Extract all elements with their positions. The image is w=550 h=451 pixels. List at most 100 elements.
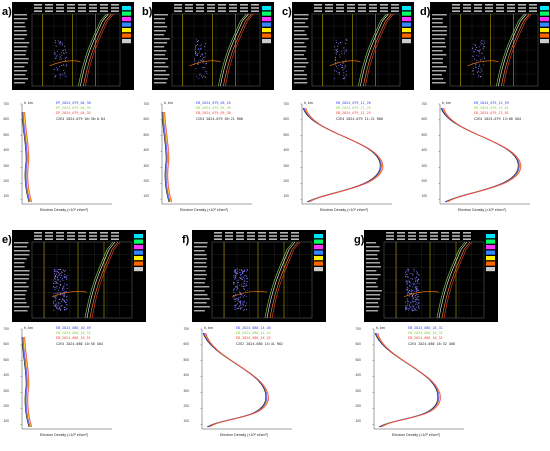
ionogram-echo-point <box>64 293 66 295</box>
ionogram-header-text <box>67 235 75 237</box>
ionogram-echo-point <box>245 270 247 272</box>
ionogram-header-text <box>240 7 248 9</box>
ionogram-echo-point <box>203 75 205 77</box>
ionogram-info-text <box>432 26 448 28</box>
ionogram-echo-point <box>417 272 418 274</box>
ionogram-echo-point <box>235 293 237 295</box>
ionogram-header-text <box>174 10 182 12</box>
ionogram-color-key <box>540 28 549 33</box>
ionogram-header-text <box>89 4 97 6</box>
profile-y-tick-label: 700 <box>283 102 289 106</box>
ionogram-color-key <box>122 28 131 33</box>
ionogram-info-text <box>366 250 380 252</box>
ionogram-echo-point <box>56 68 58 70</box>
ionogram-echo-point <box>233 269 235 271</box>
ionogram-color-key <box>486 267 495 272</box>
ionogram-echo-point <box>56 307 58 309</box>
legend-entry: EB_2024_080_14_40 <box>236 326 271 330</box>
ionogram-header-text <box>386 232 394 234</box>
ionogram-echo-point <box>60 309 62 311</box>
ionogram-echo-point <box>62 286 64 288</box>
ionogram-trace <box>86 241 116 319</box>
profile-y-tick-label: 300 <box>283 163 289 168</box>
legend-entry: EB_2024_080_16_32 <box>408 331 443 335</box>
ionogram-echo-point <box>418 274 420 276</box>
ionogram-echo-point <box>56 287 58 289</box>
ionogram-color-key <box>540 22 549 27</box>
ionogram-echo-point <box>408 269 410 271</box>
ionogram-echo-point <box>239 293 241 295</box>
ionogram-header-text <box>380 10 388 12</box>
ionogram-echo-point <box>345 60 347 62</box>
ionogram-echo-point <box>416 279 418 281</box>
ionogram-echo-point <box>415 288 417 290</box>
ionogram-color-key <box>122 22 131 27</box>
ionogram-echo-point <box>62 280 64 281</box>
ionogram-echo-point <box>410 273 412 275</box>
ionogram-echo-point <box>59 308 61 310</box>
ionogram-header-text <box>369 7 377 9</box>
ionogram-echo-point <box>241 278 242 280</box>
profile-plot <box>200 328 292 430</box>
ionogram-echo-point <box>243 302 245 304</box>
ionogram-echo-point <box>242 309 244 311</box>
profile-y-tick-label: 300 <box>143 163 149 168</box>
ionogram-header-text <box>78 235 86 237</box>
profile-y-axis-label: h, km <box>204 326 213 330</box>
ionogram-echo-point <box>246 277 248 279</box>
ionogram-color-key <box>262 22 271 27</box>
ionogram-echo-point <box>56 279 58 281</box>
ionogram-echo-point <box>203 60 205 61</box>
ionogram-header-text <box>507 10 515 12</box>
ionogram-echo-point <box>418 279 420 281</box>
ionogram-echo-point <box>481 58 483 60</box>
ionogram-echo-point <box>246 269 248 271</box>
ionogram-echo-point <box>415 295 416 297</box>
ionogram-trace <box>189 60 221 67</box>
ionogram-echo-point <box>199 45 201 47</box>
ionogram-info-text <box>194 274 207 276</box>
ionogram-echo-point <box>411 296 413 297</box>
ionogram-header-text <box>78 10 86 12</box>
ionogram-echo-point <box>64 57 66 59</box>
legend-entry: EP_2024_079_04_35 <box>56 106 91 110</box>
ionogram-trace <box>501 13 530 87</box>
profile-curve <box>162 111 171 203</box>
ionogram-header-text <box>358 7 366 9</box>
ionogram-echo-point <box>205 62 207 64</box>
ionogram-header-text <box>336 4 344 6</box>
ionogram-echo-point <box>417 294 419 296</box>
ionogram-echo-point <box>196 39 197 41</box>
ionogram-info-text <box>14 274 30 276</box>
ionogram-info-text <box>154 70 166 72</box>
ionogram-echo-point <box>483 61 485 63</box>
ionogram-echo-point <box>407 269 409 271</box>
ionogram-info-text <box>194 286 210 288</box>
ionogram-header-text <box>441 235 449 237</box>
ionogram-echo-point <box>236 303 238 305</box>
ionogram-info-text <box>294 54 305 56</box>
ionogram-echo-point <box>343 67 345 69</box>
ionogram-echo-point <box>407 268 409 270</box>
ionogram-echo-point <box>197 48 199 50</box>
profile-curve <box>441 107 520 203</box>
ionogram-echo-point <box>338 73 340 75</box>
ionogram-echo-point <box>55 304 57 306</box>
profile-curve <box>303 107 382 203</box>
ionogram-echo-point <box>65 75 67 77</box>
ionogram-echo-point <box>410 306 412 308</box>
profile-y-tick-label: 200 <box>355 404 361 408</box>
ionogram-echo-point <box>414 295 416 297</box>
ionogram-echo-point <box>54 75 56 77</box>
ionogram-header-text <box>34 235 42 237</box>
ionogram-echo-point <box>63 70 65 72</box>
ionogram-echo-point <box>66 304 68 306</box>
profile-y-tick-label: 400 <box>3 373 9 378</box>
ionogram-echo-point <box>235 308 237 310</box>
ionogram-header-text <box>336 7 344 9</box>
ionogram-color-key <box>262 28 271 33</box>
ionogram-echo-point <box>479 49 481 51</box>
ionogram-echo-point <box>64 309 66 311</box>
ionogram-echo-point <box>415 281 417 283</box>
ionogram-header-text <box>397 238 405 240</box>
